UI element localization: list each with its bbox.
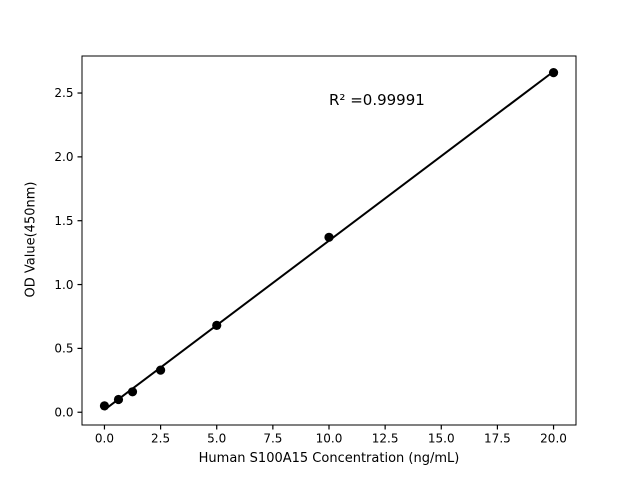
- x-axis-label: Human S100A15 Concentration (ng/mL): [198, 451, 460, 466]
- x-tick-label: 5.0: [207, 432, 226, 446]
- y-tick-label: 0.0: [54, 405, 73, 419]
- data-point: [155, 365, 166, 375]
- y-tick-label: 1.5: [54, 214, 73, 228]
- data-point: [113, 394, 124, 405]
- x-tick-label: 0.0: [95, 432, 114, 446]
- plot-area: 0.0 2.5 5.0 7.5 10.0 12.5 15.0 17.5 20.0 0.0 0.5 1.…: [54, 55, 577, 446]
- y-axis-label: OD Value(450nm): [23, 181, 39, 298]
- data-point: [212, 320, 222, 331]
- y-tick-label: 1.0: [54, 278, 73, 292]
- x-tick-label: 15.0: [428, 432, 455, 446]
- data-point: [127, 387, 138, 397]
- r-squared-annotation: R² =0.99991: [329, 90, 425, 109]
- y-tick-label: 2.0: [54, 150, 73, 164]
- data-point: [99, 401, 110, 411]
- data-point: [324, 232, 334, 242]
- x-tick-label: 17.5: [484, 432, 511, 446]
- x-tick-label: 10.0: [316, 432, 343, 446]
- x-tick-label: 12.5: [372, 432, 399, 446]
- x-tick-label: 7.5: [263, 432, 282, 446]
- data-point: [548, 67, 559, 78]
- y-tick-label: 0.5: [54, 342, 73, 356]
- x-tick-label: 20.0: [540, 432, 567, 446]
- y-tick-label: 2.5: [54, 86, 73, 100]
- x-tick-label: 2.5: [151, 432, 170, 446]
